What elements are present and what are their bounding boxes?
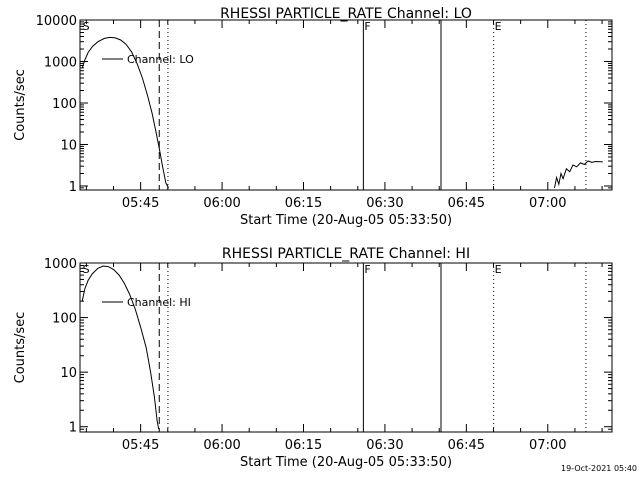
- x-tick-label: 05:45: [122, 438, 159, 453]
- plot-frame: [79, 19, 613, 191]
- y-tick-label: 1000: [44, 55, 77, 70]
- x-tick-label: 06:30: [366, 438, 403, 453]
- chart-title: RHESSI PARTICLE_RATE Channel: HI: [222, 246, 470, 262]
- x-tick-label: 07:00: [529, 438, 566, 453]
- legend-label: Channel: HI: [127, 296, 191, 309]
- y-axis-label: Counts/sec: [13, 69, 28, 141]
- y-tick-label: 1: [69, 180, 77, 195]
- y-tick-label: 10: [60, 366, 77, 381]
- y-tick-label: 100: [52, 97, 77, 112]
- x-tick-label: 06:30: [366, 196, 403, 211]
- x-axis-label: Start Time (20-Aug-05 05:33:50): [240, 213, 452, 228]
- marker-label-e: E: [495, 263, 502, 276]
- y-tick-label: 10: [60, 138, 77, 153]
- series-line-segment: [554, 160, 603, 188]
- series-line-segment: [81, 265, 160, 430]
- x-axis-label: Start Time (20-Aug-05 05:33:50): [240, 455, 452, 470]
- y-axis-label: Counts/sec: [13, 312, 28, 384]
- marker-label-s: S: [83, 263, 90, 276]
- chart-panel-lo: RHESSI PARTICLE_RATE Channel: LO Start Ti…: [13, 6, 613, 228]
- x-tick-label: 06:15: [285, 196, 322, 211]
- chart-panel-hi: RHESSI PARTICLE_RATE Channel: HI Start Ti…: [13, 246, 613, 470]
- x-tick-label: 05:45: [122, 196, 159, 211]
- marker-label-s: S: [83, 20, 90, 33]
- legend-label: Channel: LO: [127, 53, 194, 66]
- marker-label-f: F: [364, 263, 370, 276]
- plot-frame: [79, 262, 613, 433]
- x-tick-label: 06:00: [203, 196, 240, 211]
- x-tick-label: 06:15: [285, 438, 322, 453]
- y-tick-label: 100: [52, 312, 77, 327]
- marker-label-f: F: [364, 20, 370, 33]
- y-tick-label: 1000: [44, 257, 77, 272]
- series-line-segment: [81, 36, 169, 189]
- x-tick-label: 06:45: [448, 438, 485, 453]
- x-tick-label: 07:00: [529, 196, 566, 211]
- footer-timestamp: 19-Oct-2021 05:40: [561, 464, 637, 473]
- y-tick-label: 10000: [36, 14, 77, 29]
- y-tick-label: 1: [69, 421, 77, 436]
- x-tick-label: 06:45: [448, 196, 485, 211]
- marker-label-e: E: [495, 20, 502, 33]
- chart-title: RHESSI PARTICLE_RATE Channel: LO: [220, 6, 472, 22]
- x-tick-label: 06:00: [203, 438, 240, 453]
